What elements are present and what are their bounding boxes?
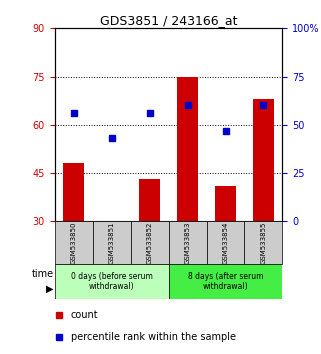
Bar (206, 221, 245, 264)
Bar (177, 76, 198, 221)
Text: count: count (71, 310, 98, 320)
Text: 8 days (after serum
withdrawal): 8 days (after serum withdrawal) (188, 272, 263, 291)
Text: GSM533852: GSM533852 (146, 221, 152, 264)
Text: GSM533855: GSM533855 (260, 221, 266, 264)
Bar (55, 221, 92, 264)
Text: GSM533850: GSM533850 (71, 221, 77, 264)
Text: time: time (32, 269, 54, 279)
Title: GDS3851 / 243166_at: GDS3851 / 243166_at (100, 14, 237, 27)
Text: GSM533851: GSM533851 (108, 221, 115, 264)
Bar (63, 164, 84, 221)
Bar (169, 221, 206, 264)
Text: GSM533853: GSM533853 (185, 221, 191, 264)
Bar (215, 186, 236, 221)
Text: GSM533854: GSM533854 (222, 221, 229, 264)
Bar (139, 179, 160, 221)
Bar (169, 264, 282, 299)
Bar (253, 99, 274, 221)
Text: ▶: ▶ (46, 284, 54, 294)
Text: 0 days (before serum
withdrawal): 0 days (before serum withdrawal) (71, 272, 152, 291)
Bar (55, 264, 169, 299)
Text: percentile rank within the sample: percentile rank within the sample (71, 332, 236, 342)
Bar (92, 221, 131, 264)
Bar (131, 221, 169, 264)
Bar (245, 221, 282, 264)
